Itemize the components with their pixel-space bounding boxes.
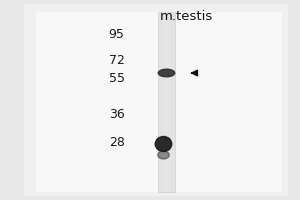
Ellipse shape — [158, 151, 169, 159]
Bar — [24, 4, 288, 196]
Bar — [158, 12, 175, 192]
Text: 36: 36 — [109, 108, 124, 121]
Bar — [163, 12, 170, 192]
Ellipse shape — [155, 136, 172, 152]
Text: 55: 55 — [109, 72, 124, 86]
Ellipse shape — [158, 69, 175, 77]
Bar — [36, 12, 282, 192]
Text: 72: 72 — [109, 54, 124, 68]
Text: 28: 28 — [109, 136, 124, 149]
Text: m.testis: m.testis — [159, 10, 213, 23]
Text: 95: 95 — [109, 28, 124, 42]
